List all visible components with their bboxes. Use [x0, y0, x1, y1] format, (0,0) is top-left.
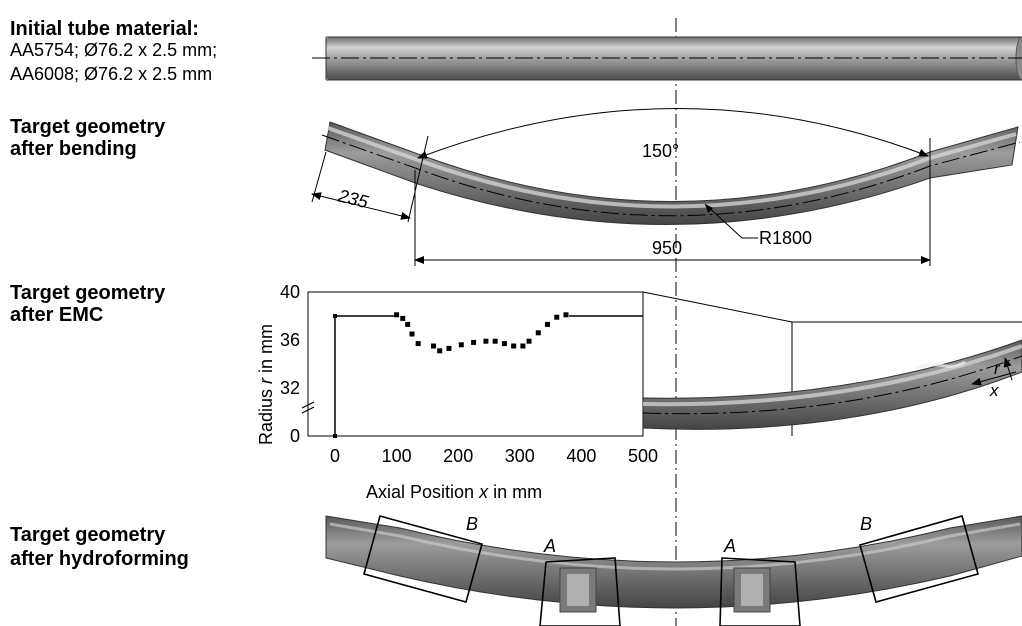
chart-point — [471, 339, 477, 345]
material-2: AA6008; Ø76.2 x 2.5 mm — [10, 64, 213, 84]
material-1: AA5754; Ø76.2 x 2.5 mm; — [10, 40, 218, 60]
x-tick-label: 300 — [505, 446, 535, 466]
chart-point — [492, 338, 498, 344]
hydro-label-b-left: B — [466, 514, 478, 534]
span-label: 950 — [652, 238, 682, 258]
region-a-right — [719, 557, 801, 626]
chart-point — [458, 342, 464, 348]
hydroformed-tube: B A A B — [325, 514, 1022, 626]
chart-point — [405, 321, 411, 327]
y-axis-label: Radius r in mm — [256, 324, 276, 445]
axis-break-mark — [301, 406, 315, 414]
x-tick-label: 100 — [382, 446, 412, 466]
chart-point — [431, 343, 437, 349]
chart-frame — [307, 291, 644, 437]
chart-point — [409, 331, 415, 337]
y-tick-label: 36 — [280, 330, 300, 350]
chart-tick-labels: 0 100 200 300 400 500 0 32 36 40 — [280, 282, 658, 466]
chart-point — [563, 312, 569, 318]
chart-point — [394, 312, 400, 318]
dim-235-line — [311, 192, 411, 220]
hydro-label-a-right: A — [723, 536, 736, 556]
chart-point — [545, 321, 551, 327]
x-tick-label: 0 — [330, 446, 340, 466]
bent-centerline — [321, 134, 1021, 217]
x-tick-label: 500 — [628, 446, 658, 466]
radius-leader — [704, 203, 758, 239]
x-tick-label: 200 — [443, 446, 473, 466]
chart-point — [333, 434, 337, 438]
chart-point — [501, 341, 507, 347]
chart-axes — [301, 291, 644, 437]
region-b-left — [363, 515, 483, 603]
angle-label: 150° — [642, 141, 679, 161]
chart-points — [333, 312, 569, 438]
region-b-right — [859, 515, 979, 603]
axis-break-mark — [301, 401, 315, 409]
emc-title-2: after EMC — [10, 304, 104, 326]
radius-chart: 0 100 200 300 400 500 0 32 36 40 Axial Position x… — [256, 282, 658, 502]
end-length-label: 235 — [335, 185, 371, 212]
bending-title-1: Target geometry — [10, 116, 166, 138]
chart-point — [526, 338, 532, 344]
y-tick-label: 40 — [280, 282, 300, 302]
inset-x-label: x — [989, 381, 999, 400]
chart-point — [446, 345, 452, 351]
initial-title: Initial tube material: — [10, 18, 199, 40]
chart-point — [483, 338, 489, 344]
x-tick-label: 400 — [566, 446, 596, 466]
radius-label: R1800 — [759, 228, 812, 248]
bent-tube: 150° 235 950 R1800 — [311, 108, 1021, 266]
chart-point — [520, 343, 526, 349]
emc-inset: r x — [642, 291, 1022, 436]
y-tick-label: 0 — [290, 426, 300, 446]
emc-title-1: Target geometry — [10, 282, 166, 304]
hydro-title-2: after hydroforming — [10, 548, 189, 570]
x-axis-label: Axial Position x in mm — [366, 482, 542, 502]
inset-r-label: r — [994, 359, 1001, 378]
angle-arc — [417, 108, 929, 159]
chart-point — [333, 314, 337, 318]
bending-title-2: after bending — [10, 138, 137, 160]
region-a-left — [539, 557, 621, 626]
chart-point — [554, 314, 560, 320]
hydro-label-a-left: A — [543, 536, 556, 556]
chart-point — [511, 343, 517, 349]
chart-point — [400, 315, 406, 321]
hydro-title-1: Target geometry — [10, 524, 166, 546]
chart-point — [415, 341, 421, 347]
initial-tube — [312, 36, 1022, 81]
hydro-label-b-right: B — [860, 514, 872, 534]
chart-point — [437, 348, 443, 354]
chart-point — [535, 330, 541, 336]
y-tick-label: 32 — [280, 378, 300, 398]
